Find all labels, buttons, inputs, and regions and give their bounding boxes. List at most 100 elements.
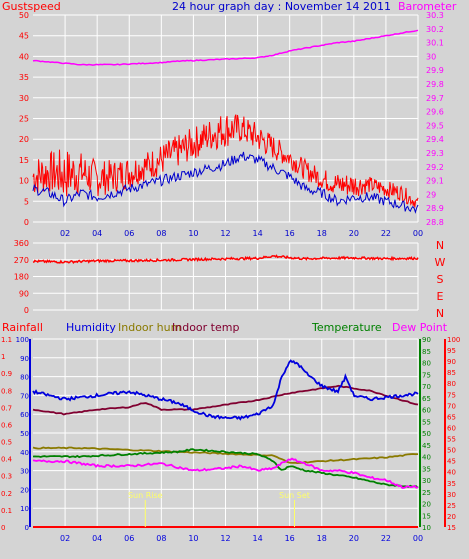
rain-tick-1: 1 — [1, 353, 5, 361]
baro-tick-29: 29 — [426, 190, 436, 199]
indoor-temp-line — [32, 384, 419, 416]
dew-tick-40: 40 — [447, 469, 456, 477]
temp-tick-55: 55 — [422, 418, 431, 426]
p3-xtick-12: 12 — [220, 534, 230, 543]
baro-tick-29.6: 29.6 — [426, 108, 444, 117]
temperature-axis-ticks: 10 15 20 25 30 35 40 45 50 55 60 65 70 75 80 85 90 — [422, 336, 431, 532]
temp-tick-60: 60 — [422, 407, 431, 415]
compass-4: N — [436, 307, 444, 320]
p1-xtick-20: 20 — [349, 229, 359, 238]
humidity-label: Humidity — [66, 321, 116, 334]
dew-tick-80: 80 — [447, 380, 456, 388]
dir-tick-270: 270 — [14, 256, 29, 265]
gust-tick-40: 40 — [19, 52, 29, 61]
humidity-tick-30: 30 — [20, 468, 29, 476]
rain-tick-0.7: 0.7 — [1, 404, 12, 412]
baro-tick-28.9: 28.9 — [426, 204, 444, 213]
dew-tick-25: 25 — [447, 502, 456, 510]
temp-tick-75: 75 — [422, 371, 431, 379]
temp-tick-65: 65 — [422, 395, 431, 403]
dir-tick-360: 360 — [14, 239, 29, 248]
p3-xtick-00: 00 — [413, 534, 423, 543]
rainfall-label: Rainfall — [2, 321, 43, 334]
rain-tick-0.4: 0.4 — [1, 456, 13, 464]
baro-tick-29.8: 29.8 — [426, 80, 444, 89]
p3-xtick-06: 06 — [124, 534, 134, 543]
humidity-line — [32, 359, 419, 421]
p3-xtick-10: 10 — [188, 534, 198, 543]
rain-tick-0.3: 0.3 — [1, 473, 12, 481]
direction-axis-ticks: 0 90 180 270 360 — [14, 239, 29, 315]
climate-series — [32, 359, 419, 489]
climate-x-ticks: 02 04 06 08 10 12 14 16 18 20 22 00 — [60, 534, 423, 543]
temp-tick-30: 30 — [422, 477, 431, 485]
p1-xtick-00: 00 — [413, 229, 423, 238]
rain-tick-0.5: 0.5 — [1, 439, 12, 447]
dew-tick-30: 30 — [447, 491, 456, 499]
humidity-tick-50: 50 — [20, 430, 29, 438]
baro-tick-29.9: 29.9 — [426, 66, 444, 75]
wind-baro-panel: Gustspeed 24 hour graph day : November 1… — [2, 0, 457, 238]
climate-panel: Rainfall Humidity Indoor hum Indoor temp… — [1, 321, 460, 543]
dewpoint-label: Dew Point — [392, 321, 448, 334]
rain-tick-0.2: 0.2 — [1, 490, 12, 498]
gust-tick-35: 35 — [19, 73, 29, 82]
baro-tick-30.3: 30.3 — [426, 11, 444, 20]
baro-tick-29.2: 29.2 — [426, 163, 444, 172]
gust-tick-15: 15 — [19, 156, 29, 165]
baro-tick-30.2: 30.2 — [426, 25, 444, 34]
temp-tick-20: 20 — [422, 501, 431, 509]
gust-axis-ticks: 0 5 10 15 20 25 30 35 40 45 50 — [19, 11, 29, 227]
p1-xtick-08: 08 — [156, 229, 166, 238]
p1-xtick-22: 22 — [381, 229, 391, 238]
p1-xtick-06: 06 — [124, 229, 134, 238]
temp-tick-40: 40 — [422, 454, 431, 462]
humidity-axis-ticks: 0 10 20 30 40 50 60 70 80 90 100 — [16, 336, 29, 532]
dir-tick-180: 180 — [14, 273, 29, 282]
temp-tick-25: 25 — [422, 489, 431, 497]
wind-speed-line — [32, 151, 419, 214]
wind-baro-x-ticks: 02 04 06 08 10 12 14 16 18 20 22 00 — [60, 229, 423, 238]
baro-tick-29.3: 29.3 — [426, 149, 444, 158]
rain-tick-0.6: 0.6 — [1, 421, 13, 429]
temp-tick-85: 85 — [422, 348, 431, 356]
gust-line — [32, 114, 419, 208]
dew-tick-85: 85 — [447, 369, 456, 377]
p3-xtick-16: 16 — [285, 534, 295, 543]
gust-tick-0: 0 — [24, 218, 29, 227]
humidity-tick-10: 10 — [20, 505, 29, 513]
indoor-hum-label: Indoor hum — [118, 321, 181, 334]
p3-xtick-18: 18 — [317, 534, 327, 543]
temp-tick-15: 15 — [422, 512, 431, 520]
p3-xtick-14: 14 — [252, 534, 262, 543]
rain-axis-ticks: 0 0.1 0.2 0.3 0.4 0.5 0.6 0.7 0.8 0.9 1 1.1 — [1, 336, 13, 532]
rain-tick-0.9: 0.9 — [1, 370, 12, 378]
dew-tick-95: 95 — [447, 347, 456, 355]
rain-tick-0: 0 — [1, 524, 5, 532]
dew-tick-45: 45 — [447, 458, 456, 466]
rain-tick-0.8: 0.8 — [1, 387, 12, 395]
wind-baro-grid — [33, 14, 419, 223]
dew-tick-50: 50 — [447, 447, 456, 455]
dew-tick-75: 75 — [447, 391, 456, 399]
dew-tick-20: 20 — [447, 513, 456, 521]
dew-tick-100: 100 — [447, 336, 460, 344]
humidity-tick-20: 20 — [20, 486, 29, 494]
climate-grid — [29, 338, 446, 528]
humidity-tick-80: 80 — [20, 374, 29, 382]
p3-xtick-20: 20 — [349, 534, 359, 543]
temp-tick-70: 70 — [422, 383, 431, 391]
p1-xtick-14: 14 — [252, 229, 262, 238]
humidity-tick-40: 40 — [20, 449, 29, 457]
p3-xtick-04: 04 — [92, 534, 102, 543]
humidity-tick-70: 70 — [20, 392, 29, 400]
barometer-line — [32, 29, 419, 66]
temp-tick-45: 45 — [422, 442, 431, 450]
baro-axis-ticks: 28.8 28.9 29 29.1 29.2 29.3 29.4 29.5 29.6 29.7 29… — [426, 11, 444, 227]
indoor-hum-line — [32, 446, 419, 465]
dew-tick-70: 70 — [447, 402, 456, 410]
dewpoint-line — [32, 457, 419, 489]
p1-xtick-10: 10 — [188, 229, 198, 238]
